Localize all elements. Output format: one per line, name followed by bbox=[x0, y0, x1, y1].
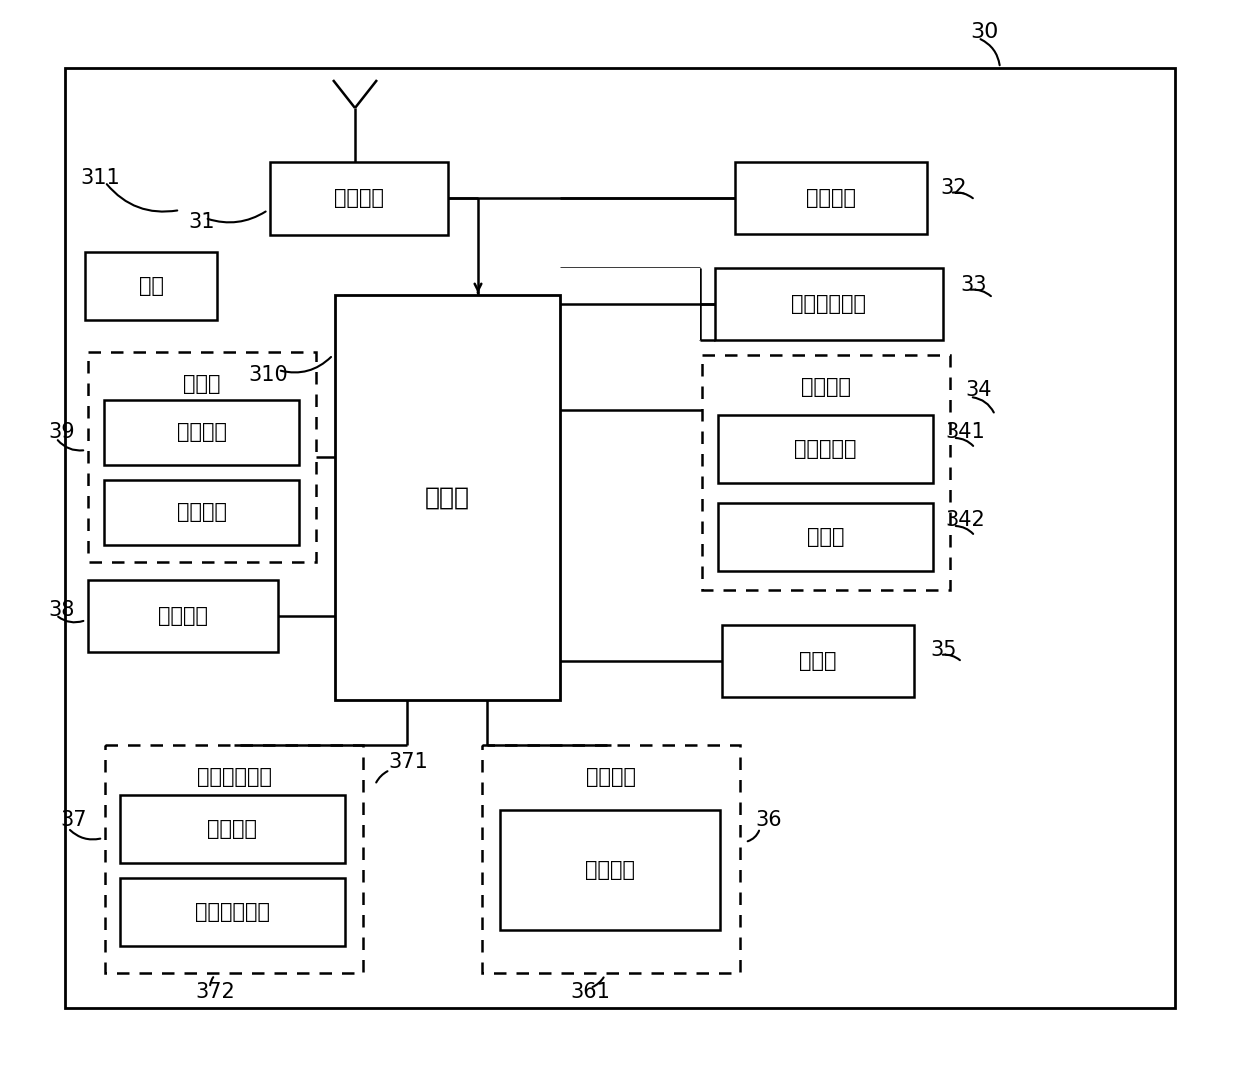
Bar bbox=[104, 480, 299, 545]
Bar bbox=[735, 162, 928, 234]
Text: 触控面板: 触控面板 bbox=[207, 819, 258, 839]
Bar bbox=[120, 878, 345, 946]
Text: 传感器: 传感器 bbox=[800, 651, 837, 671]
Text: 音频输出单元: 音频输出单元 bbox=[791, 294, 867, 314]
Text: 用户输入单元: 用户输入单元 bbox=[196, 766, 272, 787]
Bar bbox=[64, 68, 1176, 1008]
Bar bbox=[86, 252, 217, 320]
Bar bbox=[88, 352, 316, 562]
Text: 372: 372 bbox=[195, 982, 234, 1002]
Text: 存储器: 存储器 bbox=[184, 374, 221, 394]
Text: 371: 371 bbox=[388, 752, 428, 772]
Text: 图形处理器: 图形处理器 bbox=[795, 439, 857, 459]
Text: 显示面板: 显示面板 bbox=[585, 859, 635, 880]
Text: 361: 361 bbox=[570, 982, 610, 1002]
Text: 38: 38 bbox=[48, 600, 74, 620]
Bar bbox=[718, 415, 932, 483]
Text: 射频单元: 射频单元 bbox=[334, 188, 384, 208]
Text: 310: 310 bbox=[248, 365, 288, 385]
Bar bbox=[88, 580, 278, 652]
Text: 32: 32 bbox=[940, 179, 966, 198]
Bar bbox=[120, 795, 345, 863]
Text: 处理器: 处理器 bbox=[425, 485, 470, 510]
Bar bbox=[500, 810, 720, 930]
Text: 30: 30 bbox=[970, 22, 998, 42]
Bar bbox=[335, 295, 560, 700]
Text: 33: 33 bbox=[960, 275, 987, 295]
Bar bbox=[718, 503, 932, 571]
Text: 显示单元: 显示单元 bbox=[587, 766, 636, 787]
Text: 311: 311 bbox=[81, 168, 120, 188]
Text: 电源: 电源 bbox=[139, 276, 164, 296]
Text: 34: 34 bbox=[965, 379, 992, 400]
Text: 输入单元: 输入单元 bbox=[801, 377, 851, 397]
Bar bbox=[105, 745, 363, 973]
Text: 麦克风: 麦克风 bbox=[807, 527, 844, 547]
Text: 接口单元: 接口单元 bbox=[157, 606, 208, 626]
Text: 39: 39 bbox=[48, 422, 74, 441]
Bar bbox=[270, 162, 448, 235]
Text: 其他输入设备: 其他输入设备 bbox=[195, 902, 270, 921]
Bar bbox=[722, 625, 914, 697]
Text: 操作系统: 操作系统 bbox=[176, 502, 227, 523]
Text: 36: 36 bbox=[755, 810, 781, 830]
Bar bbox=[702, 355, 950, 590]
Text: 网络模块: 网络模块 bbox=[806, 188, 856, 208]
Bar bbox=[715, 268, 942, 340]
Bar bbox=[482, 745, 740, 973]
Text: 342: 342 bbox=[945, 510, 985, 530]
Bar bbox=[104, 400, 299, 465]
Text: 应用程序: 应用程序 bbox=[176, 422, 227, 443]
Bar bbox=[560, 268, 701, 340]
Text: 35: 35 bbox=[930, 640, 956, 660]
Text: 31: 31 bbox=[188, 212, 215, 232]
Text: 37: 37 bbox=[60, 810, 87, 830]
Text: 341: 341 bbox=[945, 422, 985, 441]
